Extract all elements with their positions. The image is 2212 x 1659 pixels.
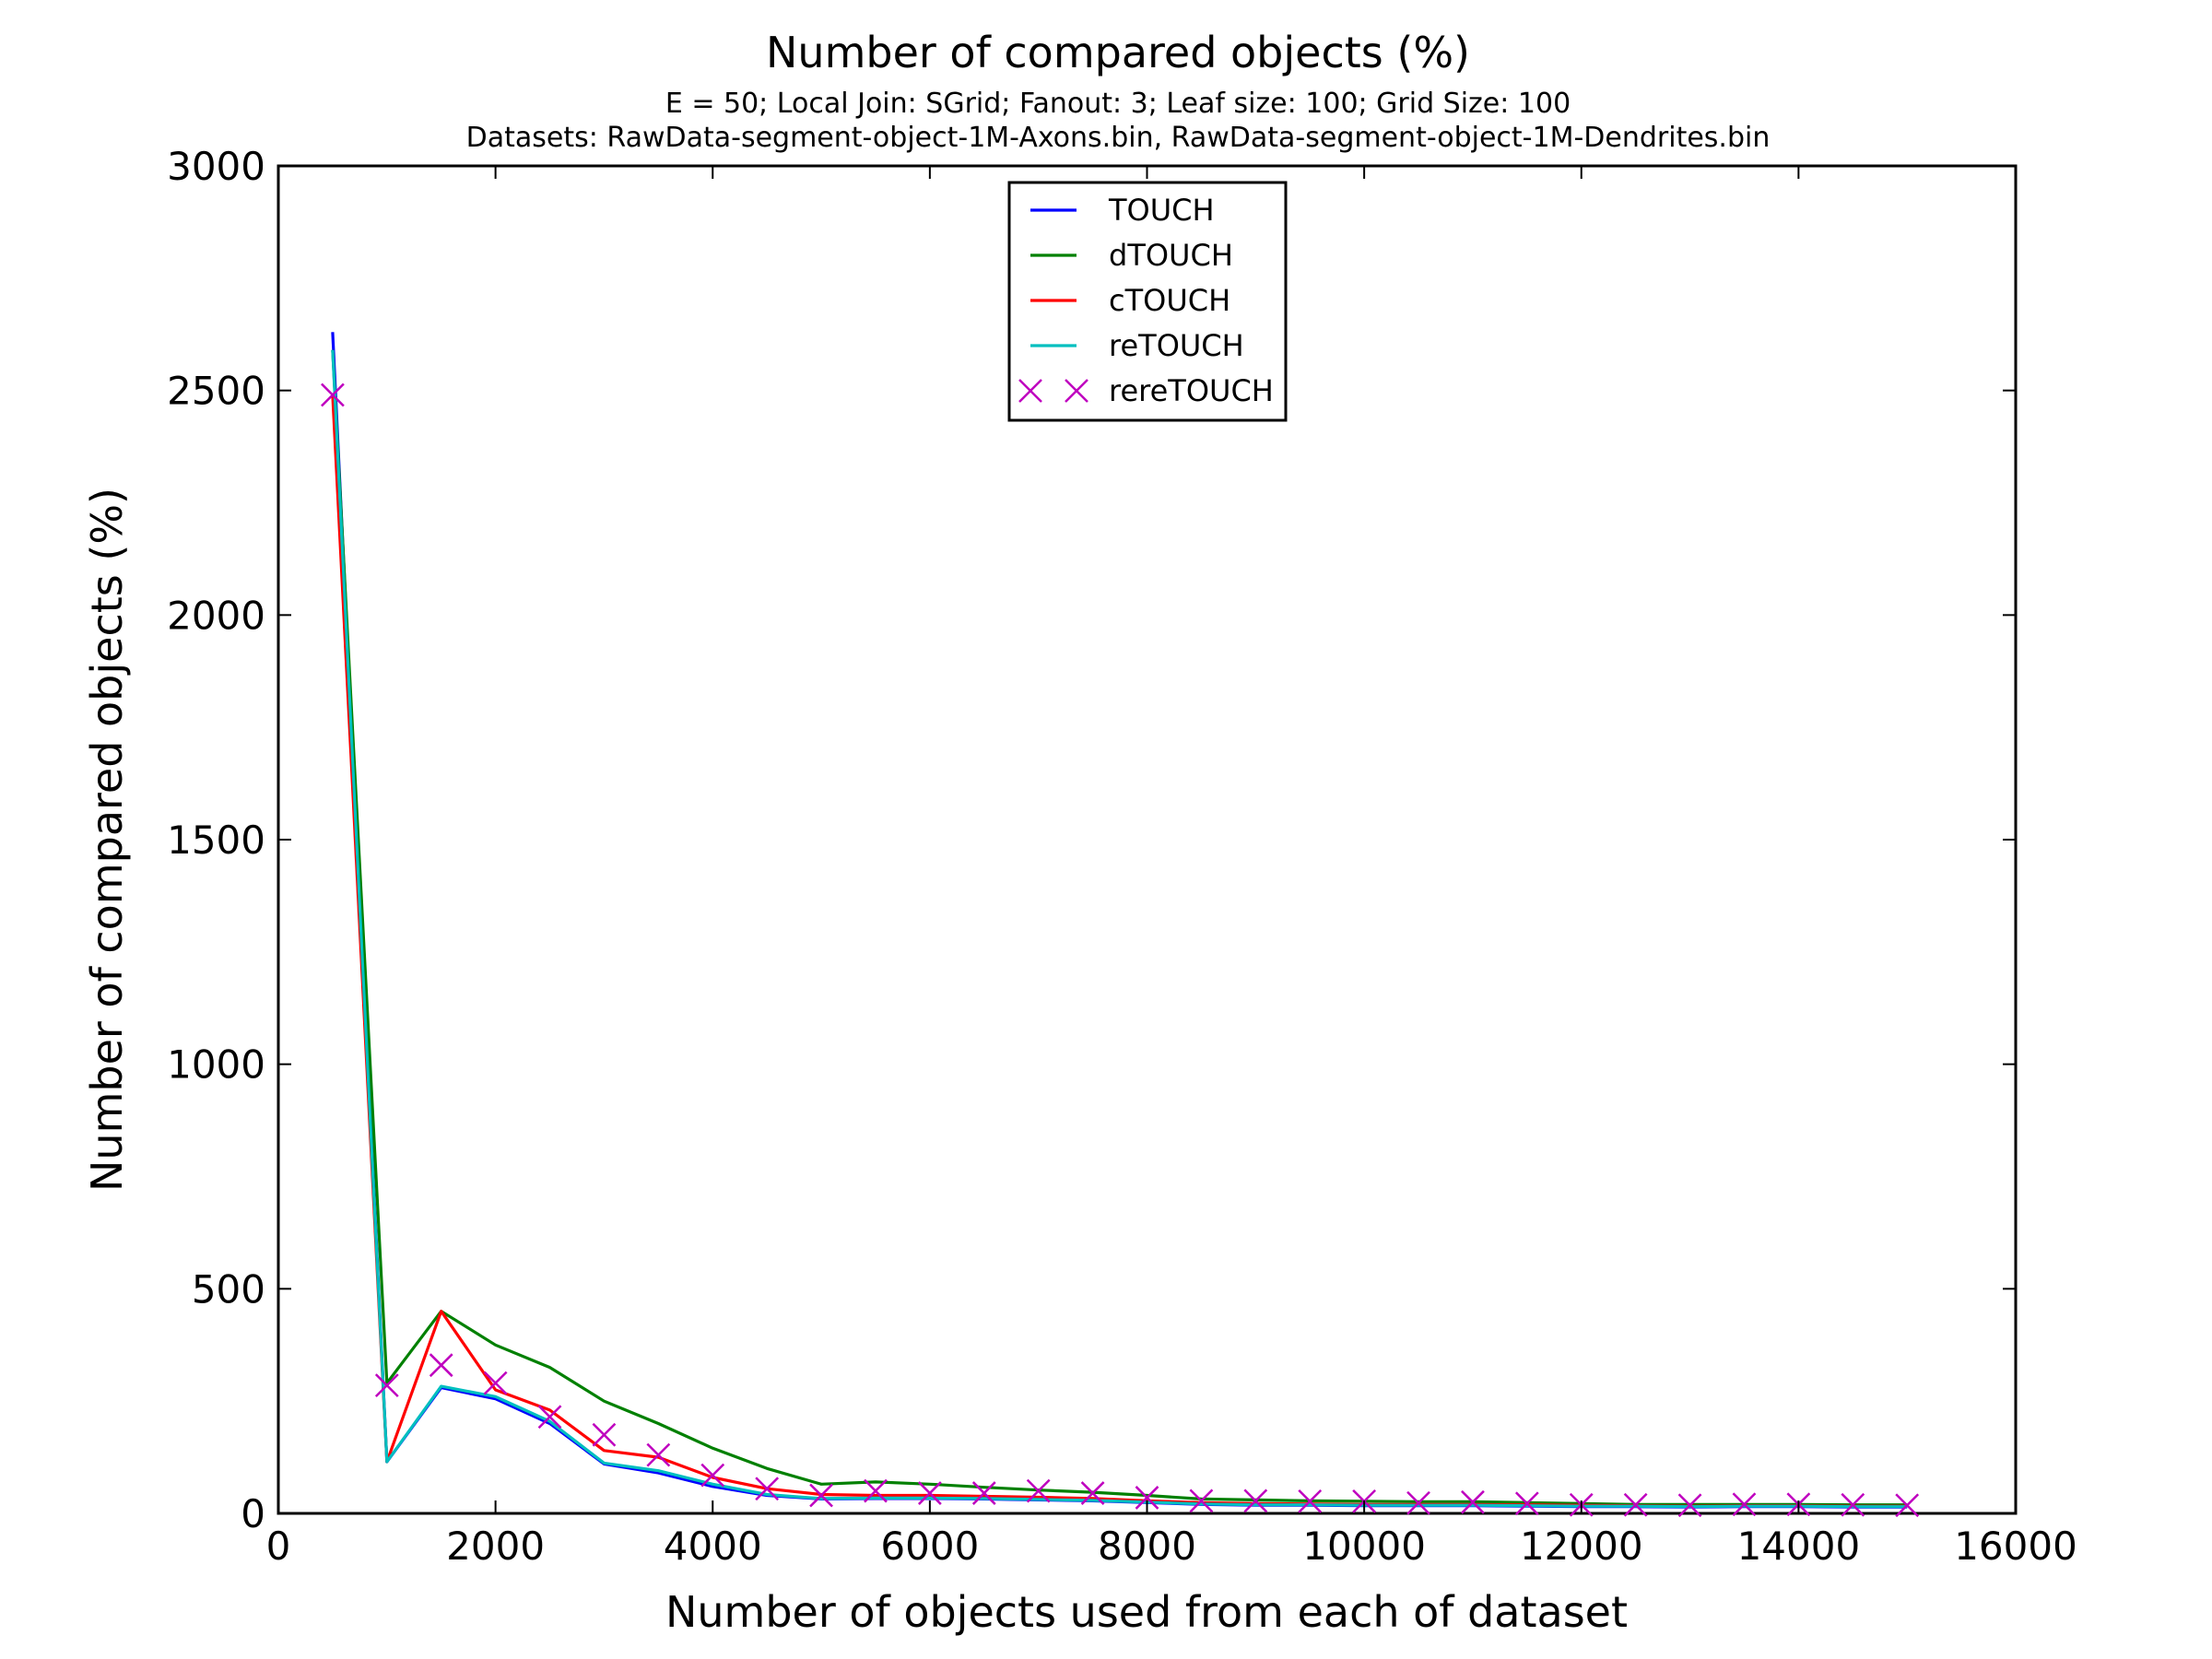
x-tick-label: 12000 — [1520, 1524, 1643, 1569]
series-markers-reretouch — [321, 382, 1920, 1518]
x-axis-label: Number of objects used from each of data… — [665, 1587, 1628, 1637]
legend-label-dtouch: dTOUCH — [1109, 238, 1233, 273]
data-point-reretouch — [971, 1481, 996, 1505]
data-point-reretouch — [374, 1373, 399, 1397]
x-tick-label: 16000 — [1954, 1524, 2077, 1569]
ticks-layer: 0 2000 4000 6000 8000 10000 12000 14000 16000 0 50… — [167, 144, 2077, 1569]
y-tick-label: 1000 — [167, 1042, 265, 1088]
y-tick-label: 2000 — [167, 593, 265, 638]
data-point-reretouch — [1406, 1490, 1430, 1515]
data-point-reretouch — [646, 1442, 671, 1467]
data-point-reretouch — [1243, 1488, 1268, 1513]
y-tick-label: 500 — [192, 1266, 265, 1312]
data-point-reretouch — [1135, 1486, 1159, 1510]
legend-swatch-reretouch — [1018, 379, 1042, 403]
y-tick-label: 3000 — [167, 144, 265, 189]
data-point-reretouch — [1026, 1478, 1051, 1503]
series-line-touch — [331, 332, 1908, 1509]
legend-swatch-reretouch — [1065, 379, 1088, 403]
data-point-reretouch — [537, 1405, 562, 1430]
chart-subtitle-line-2: Datasets: RawData-segment-object-1M-Axon… — [466, 122, 1771, 154]
data-point-reretouch — [1080, 1481, 1105, 1505]
legend-label-retouch: reTOUCH — [1109, 328, 1244, 363]
data-point-reretouch — [1895, 1493, 1920, 1518]
data-point-reretouch — [1732, 1492, 1757, 1517]
x-tick-label: 10000 — [1302, 1524, 1426, 1569]
y-axis-label: Number of compared objects (%) — [82, 488, 132, 1192]
plot-area: 0 2000 4000 6000 8000 10000 12000 14000 16000 0 50… — [167, 144, 2077, 1569]
chart-title: Number of compared objects (%) — [766, 28, 1470, 77]
data-point-reretouch — [1623, 1492, 1648, 1517]
x-tick-label: 4000 — [664, 1524, 762, 1569]
x-tick-label: 0 — [266, 1524, 291, 1569]
data-point-reretouch — [1514, 1491, 1539, 1516]
data-point-reretouch — [1189, 1488, 1214, 1513]
data-point-reretouch — [917, 1481, 942, 1505]
data-point-reretouch — [755, 1477, 780, 1501]
series-line-retouch — [331, 349, 1908, 1509]
data-point-reretouch — [809, 1483, 833, 1508]
chart-subtitle-line-1: E = 50; Local Join: SGrid; Fanout: 3; Le… — [665, 88, 1571, 120]
x-tick-label: 6000 — [880, 1524, 979, 1569]
data-point-reretouch — [1461, 1489, 1485, 1514]
series-line-ctouch — [331, 394, 1908, 1508]
legend-label-touch: TOUCH — [1108, 193, 1215, 228]
y-tick-label: 2500 — [167, 369, 265, 414]
data-point-reretouch — [864, 1478, 888, 1503]
x-tick-label: 14000 — [1737, 1524, 1861, 1569]
data-point-reretouch — [1677, 1493, 1702, 1518]
data-point-reretouch — [592, 1422, 617, 1447]
series-line-dtouch — [331, 349, 1908, 1507]
y-tick-label: 0 — [241, 1491, 265, 1536]
legend-label-ctouch: cTOUCH — [1109, 283, 1230, 318]
legend-label-reretouch: rereTOUCH — [1109, 373, 1274, 408]
series-layer — [321, 332, 1920, 1518]
data-point-reretouch — [429, 1353, 453, 1378]
data-point-reretouch — [700, 1463, 725, 1488]
data-point-reretouch — [1841, 1492, 1865, 1517]
data-point-reretouch — [321, 382, 345, 407]
data-point-reretouch — [483, 1371, 508, 1395]
x-tick-label: 8000 — [1098, 1524, 1196, 1569]
legend: TOUCH dTOUCH cTOUCH reTOUCH rereTOUCH — [1007, 181, 1288, 422]
y-tick-label: 1500 — [167, 818, 265, 863]
data-point-reretouch — [1298, 1488, 1323, 1513]
x-tick-label: 2000 — [446, 1524, 545, 1569]
